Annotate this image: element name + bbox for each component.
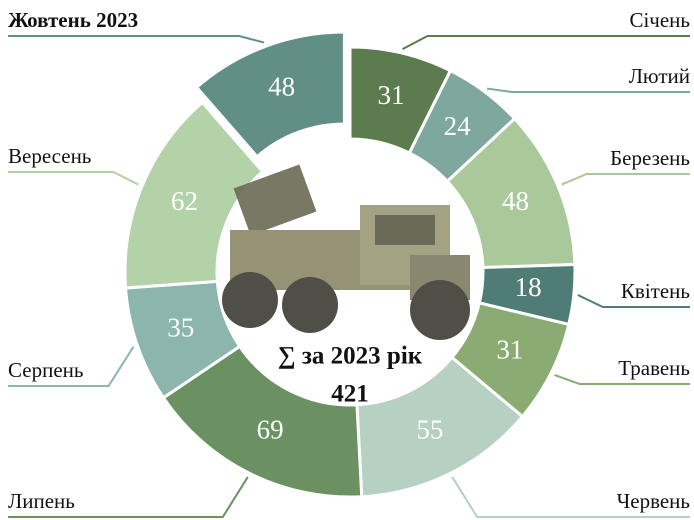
leader-line [8, 35, 265, 44]
leader-line [486, 87, 690, 93]
category-label: Квітень [621, 279, 690, 303]
leader-line [577, 294, 690, 308]
value-label: 18 [515, 272, 542, 302]
category-label: Лютий [629, 64, 690, 88]
category-label: Травень [618, 356, 690, 380]
category-label: Вересень [8, 144, 91, 168]
value-label: 35 [167, 313, 194, 343]
center-label: ∑ за 2023 рік [278, 343, 423, 370]
leader-line [8, 346, 135, 387]
leader-line [554, 374, 690, 385]
value-label: 48 [502, 186, 529, 216]
value-label: 31 [378, 80, 405, 110]
leader-line [451, 476, 690, 518]
donut-segment [123, 100, 265, 290]
leader-line [8, 476, 249, 518]
truck-illustration [222, 164, 470, 340]
category-label: Липень [8, 489, 75, 513]
value-label: 24 [444, 111, 472, 141]
category-label: Жовтень 2023 [8, 8, 138, 32]
value-label: 55 [416, 414, 443, 444]
category-label: Серпень [8, 358, 83, 382]
leader-line [402, 35, 690, 50]
value-label: 48 [268, 72, 295, 102]
value-label: 31 [496, 335, 523, 365]
center-total: 421 [331, 381, 369, 408]
category-label: Січень [629, 8, 690, 32]
category-label: Червень [617, 489, 690, 513]
donut-segment [194, 30, 346, 159]
value-label: 69 [257, 414, 284, 444]
leader-line [8, 171, 139, 186]
leader-line [561, 173, 690, 186]
value-label: 62 [171, 186, 198, 216]
category-label: Березень [610, 146, 690, 170]
